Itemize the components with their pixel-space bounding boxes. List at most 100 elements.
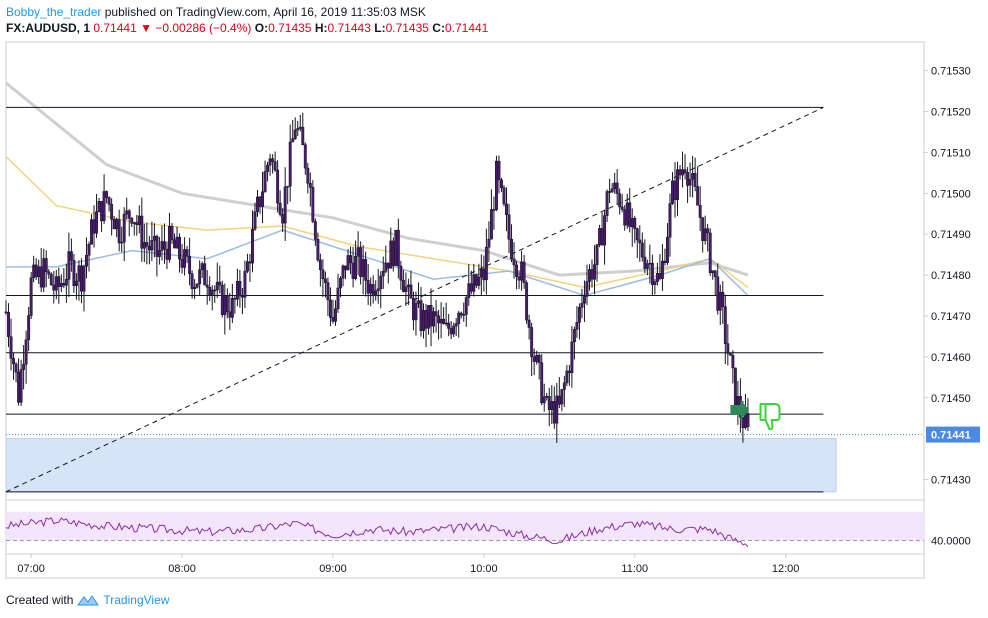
last-price-tag-text: 0.71441	[931, 430, 971, 442]
candle-body	[147, 245, 151, 251]
candle-body	[152, 235, 156, 241]
candle-body	[243, 270, 247, 298]
close-value: 0.71441	[444, 21, 489, 35]
candle-body	[316, 239, 320, 261]
candle-body	[27, 315, 31, 341]
candle-body	[610, 188, 614, 193]
candle-body	[37, 266, 41, 278]
candle-body	[339, 278, 342, 289]
candle-body	[497, 160, 501, 181]
candle-body	[608, 191, 612, 193]
candle-body	[399, 265, 403, 281]
last-price-tag	[926, 426, 980, 443]
candle-body	[210, 289, 214, 296]
candle-body	[525, 282, 529, 321]
symbol-label[interactable]: FX:AUDUSD, 1	[6, 21, 91, 35]
candle-body	[427, 305, 430, 329]
candle-body	[80, 265, 83, 292]
candle-body	[39, 266, 43, 288]
candle-body	[105, 191, 109, 198]
price-tick-label: 0.71530	[931, 66, 971, 78]
price-tick-label: 0.71490	[931, 229, 971, 241]
candle-body	[437, 315, 441, 324]
candle-body	[74, 280, 78, 287]
candle-body	[728, 353, 732, 356]
time-tick-label: 08:00	[168, 563, 196, 575]
candle-body	[107, 197, 111, 205]
support-zone-rect	[5, 438, 837, 493]
candle-body	[623, 209, 627, 226]
candle-body	[261, 191, 264, 207]
author-link[interactable]: Bobby_the_trader	[6, 5, 102, 19]
candle-body	[718, 291, 722, 311]
candle-body	[228, 311, 232, 318]
candle-body	[434, 311, 438, 317]
candle-body	[693, 173, 697, 187]
candle-body	[92, 219, 96, 234]
candle-body	[469, 283, 473, 292]
candle-body	[683, 169, 687, 173]
candle-body	[530, 327, 534, 358]
candle-body	[281, 214, 285, 224]
candle-body	[500, 179, 503, 189]
candle-body	[359, 247, 363, 277]
candle-body	[100, 201, 104, 222]
price-tick-label: 0.71430	[931, 475, 971, 487]
candle-body	[115, 219, 119, 230]
candle-body	[223, 295, 227, 316]
candle-body	[303, 144, 307, 169]
candle-body	[351, 262, 355, 279]
candle-body	[459, 312, 463, 316]
candle-body	[235, 281, 239, 300]
candle-body	[713, 270, 717, 278]
candle-body	[625, 202, 629, 226]
candle-body	[110, 204, 114, 220]
created-with-label: Created with	[6, 593, 74, 607]
candle-body	[422, 310, 425, 331]
candle-body	[127, 210, 131, 219]
price-axis[interactable]: 0.71530 0.71520 0.71510 0.71500 0.71490 0.714…	[924, 66, 971, 487]
candle-body	[173, 239, 176, 249]
moving-average-line	[5, 81, 749, 277]
candle-body	[517, 276, 521, 281]
tradingview-brand-link[interactable]: TradingView	[103, 593, 170, 607]
candle-body	[283, 186, 287, 224]
candle-body	[256, 196, 259, 212]
candle-body	[266, 164, 270, 172]
candle-body	[575, 322, 579, 330]
candle-body	[379, 275, 383, 290]
last-price: 0.71441	[93, 21, 137, 35]
rsi-level-label: 40.0000	[931, 536, 971, 548]
candle-body	[394, 229, 398, 266]
candle-body	[512, 258, 516, 266]
candle-body	[585, 281, 589, 297]
candle-body	[361, 259, 365, 277]
candle-body	[638, 239, 642, 244]
candle-body	[328, 299, 332, 318]
candle-body	[97, 201, 101, 213]
time-tick-label: 07:00	[17, 563, 45, 575]
candle-body	[198, 269, 202, 285]
candle-body	[288, 141, 292, 187]
candle-body	[180, 258, 184, 268]
thumbs-down-icon[interactable]	[759, 403, 781, 431]
moving-average-line	[6, 229, 749, 297]
candle-body	[417, 300, 420, 304]
candle-body	[444, 322, 448, 325]
candle-body	[457, 312, 461, 324]
time-axis[interactable]: 07:00 08:00 09:00 10:00 11:00 12:00	[17, 554, 799, 575]
candle-body	[389, 240, 393, 269]
candle-body	[555, 395, 559, 424]
candle-body	[220, 284, 224, 316]
candle-body	[29, 277, 33, 316]
candle-body	[381, 271, 385, 277]
candle-body	[691, 173, 695, 180]
candle-body	[686, 172, 690, 186]
tradingview-logo-icon	[77, 595, 100, 606]
candle-body	[286, 185, 290, 188]
candle-body	[401, 279, 405, 292]
candle-body	[510, 238, 513, 260]
candle-body	[386, 262, 390, 269]
green-arrow-icon[interactable]	[730, 400, 750, 421]
